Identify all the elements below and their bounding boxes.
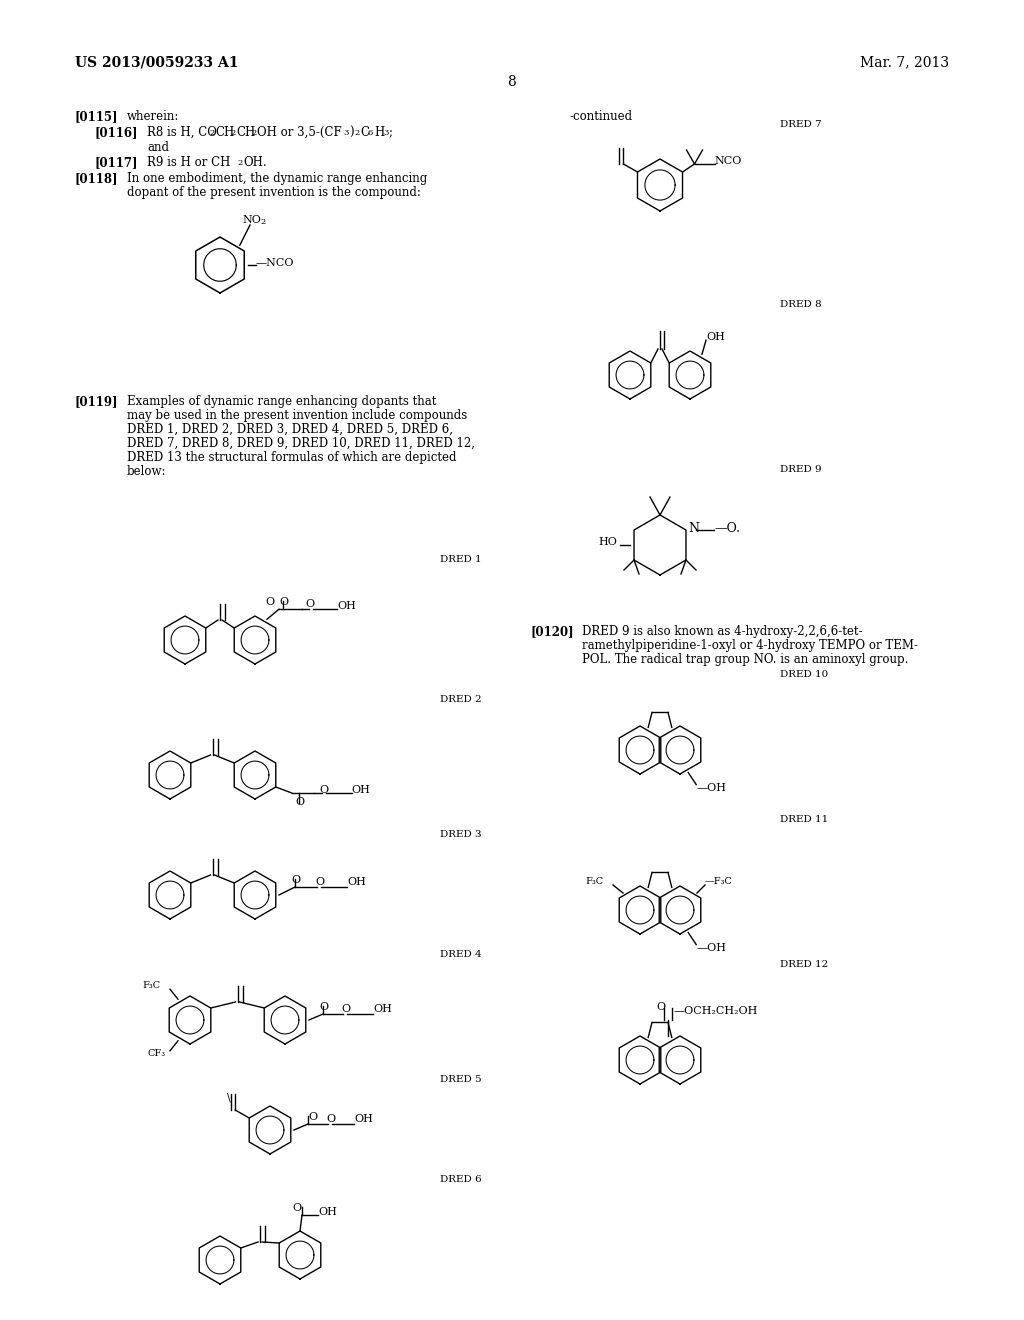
- Text: N: N: [688, 521, 699, 535]
- Text: DRED 5: DRED 5: [440, 1074, 481, 1084]
- Text: In one embodiment, the dynamic range enhancing: In one embodiment, the dynamic range enh…: [127, 172, 427, 185]
- Text: DRED 7, DRED 8, DRED 9, DRED 10, DRED 11, DRED 12,: DRED 7, DRED 8, DRED 9, DRED 10, DRED 11…: [127, 437, 475, 450]
- Text: DRED 12: DRED 12: [780, 960, 828, 969]
- Text: O: O: [315, 876, 325, 887]
- Text: F₃C: F₃C: [142, 981, 160, 990]
- Text: OH: OH: [373, 1005, 392, 1014]
- Text: OH: OH: [706, 333, 725, 342]
- Text: CH: CH: [215, 125, 234, 139]
- Text: 2: 2: [209, 129, 214, 137]
- Text: US 2013/0059233 A1: US 2013/0059233 A1: [75, 55, 239, 69]
- Text: [0115]: [0115]: [75, 110, 119, 123]
- Text: O: O: [656, 1002, 666, 1012]
- Text: DRED 9: DRED 9: [780, 465, 821, 474]
- Text: ;: ;: [389, 125, 393, 139]
- Text: [0120]: [0120]: [530, 624, 573, 638]
- Text: dopant of the present invention is the compound:: dopant of the present invention is the c…: [127, 186, 421, 199]
- Text: —F₃C: —F₃C: [705, 876, 733, 886]
- Text: 3: 3: [383, 129, 388, 137]
- Text: [0116]: [0116]: [95, 125, 138, 139]
- Text: R9 is H or CH: R9 is H or CH: [147, 156, 230, 169]
- Text: -continued: -continued: [570, 110, 633, 123]
- Text: O: O: [319, 785, 329, 795]
- Text: ramethylpiperidine-1-oxyl or 4-hydroxy TEMPO or TEM-: ramethylpiperidine-1-oxyl or 4-hydroxy T…: [582, 639, 918, 652]
- Text: DRED 2: DRED 2: [440, 696, 481, 704]
- Text: 2: 2: [230, 129, 236, 137]
- Text: DRED 13 the structural formulas of which are depicted: DRED 13 the structural formulas of which…: [127, 451, 457, 465]
- Text: may be used in the present invention include compounds: may be used in the present invention inc…: [127, 409, 467, 422]
- Text: O: O: [319, 1002, 328, 1012]
- Text: O: O: [265, 597, 274, 607]
- Text: 8: 8: [508, 75, 516, 88]
- Text: —OH: —OH: [696, 783, 726, 792]
- Text: 2: 2: [251, 129, 256, 137]
- Text: NCO: NCO: [715, 156, 742, 166]
- Text: Mar. 7, 2013: Mar. 7, 2013: [860, 55, 949, 69]
- Text: wherein:: wherein:: [127, 110, 179, 123]
- Text: 2: 2: [237, 158, 243, 168]
- Text: —NCO: —NCO: [256, 257, 295, 268]
- Text: DRED 4: DRED 4: [440, 950, 481, 960]
- Text: DRED 3: DRED 3: [440, 830, 481, 840]
- Text: OH: OH: [352, 785, 371, 795]
- Text: CH: CH: [236, 125, 255, 139]
- Text: ): ): [349, 125, 353, 139]
- Text: OH.: OH.: [243, 156, 266, 169]
- Text: O: O: [279, 597, 288, 607]
- Text: DRED 11: DRED 11: [780, 814, 828, 824]
- Text: DRED 8: DRED 8: [780, 300, 821, 309]
- Text: 2: 2: [354, 129, 359, 137]
- Text: R8 is H, CO: R8 is H, CO: [147, 125, 217, 139]
- Text: O: O: [341, 1005, 350, 1014]
- Text: HO: HO: [598, 537, 616, 546]
- Text: NO: NO: [242, 215, 261, 224]
- Text: below:: below:: [127, 465, 167, 478]
- Text: [0117]: [0117]: [95, 156, 138, 169]
- Text: 3: 3: [343, 129, 348, 137]
- Text: and: and: [147, 141, 169, 154]
- Text: O: O: [292, 1203, 301, 1213]
- Text: \: \: [227, 1092, 234, 1102]
- Text: DRED 10: DRED 10: [780, 671, 828, 678]
- Text: O: O: [326, 1114, 335, 1125]
- Text: F₃C: F₃C: [585, 876, 603, 886]
- Text: C: C: [360, 125, 369, 139]
- Text: DRED 1, DRED 2, DRED 3, DRED 4, DRED 5, DRED 6,: DRED 1, DRED 2, DRED 3, DRED 4, DRED 5, …: [127, 422, 453, 436]
- Text: O: O: [308, 1111, 317, 1122]
- Text: OH: OH: [354, 1114, 373, 1125]
- Text: 6: 6: [368, 129, 374, 137]
- Text: H: H: [374, 125, 384, 139]
- Text: 2: 2: [260, 218, 265, 226]
- Text: —OCH₂CH₂OH: —OCH₂CH₂OH: [674, 1006, 759, 1016]
- Text: DRED 9 is also known as 4-hydroxy-2,2,6,6-tet-: DRED 9 is also known as 4-hydroxy-2,2,6,…: [582, 624, 862, 638]
- Text: —O.: —O.: [714, 521, 740, 535]
- Text: DRED 7: DRED 7: [780, 120, 821, 129]
- Text: DRED 1: DRED 1: [440, 554, 481, 564]
- Text: OH or 3,5-(CF: OH or 3,5-(CF: [257, 125, 342, 139]
- Text: Examples of dynamic range enhancing dopants that: Examples of dynamic range enhancing dopa…: [127, 395, 436, 408]
- Text: O: O: [291, 875, 300, 884]
- Text: OH: OH: [337, 601, 356, 611]
- Text: CF₃: CF₃: [148, 1049, 166, 1057]
- Text: OH: OH: [347, 876, 366, 887]
- Text: DRED 6: DRED 6: [440, 1175, 481, 1184]
- Text: O: O: [296, 797, 305, 807]
- Text: OH: OH: [318, 1206, 337, 1217]
- Text: O: O: [305, 599, 314, 610]
- Text: [0119]: [0119]: [75, 395, 119, 408]
- Text: [0118]: [0118]: [75, 172, 119, 185]
- Text: POL. The radical trap group NO. is an aminoxyl group.: POL. The radical trap group NO. is an am…: [582, 653, 908, 667]
- Text: —OH: —OH: [696, 942, 726, 953]
